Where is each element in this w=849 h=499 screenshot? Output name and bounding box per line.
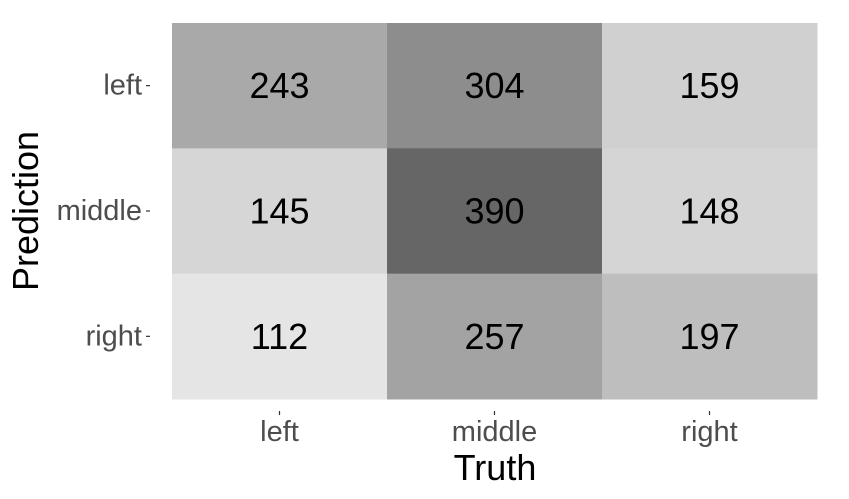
heatmap-cell (172, 273, 388, 400)
cell-value-label: 304 (464, 65, 524, 106)
heatmap-cell (602, 23, 818, 149)
x-axis: left middle right (260, 411, 738, 448)
heatmap-cell (602, 273, 818, 400)
cell-value-label: 390 (464, 191, 524, 232)
x-tick-label: left (260, 416, 299, 448)
heatmap-cell (387, 23, 603, 149)
cell-value-label: 145 (249, 191, 309, 232)
x-tick-label: middle (452, 416, 537, 448)
x-tick-label: right (681, 416, 737, 448)
cell-value-label: 159 (679, 65, 739, 106)
heatmap-cell (172, 148, 388, 275)
y-tick-label: middle (57, 195, 142, 227)
heatmap-cells (172, 23, 818, 400)
cell-value-label: 257 (464, 316, 524, 357)
x-axis-title: Truth (454, 447, 537, 488)
y-axis: left middle right (57, 70, 150, 352)
cell-value-label: 148 (679, 191, 739, 232)
y-tick-label: right (86, 320, 142, 352)
heatmap-cell (172, 23, 388, 149)
heatmap-cell (602, 148, 818, 275)
cell-value-label: 243 (249, 65, 309, 106)
heatmap-cell-labels: 243 304 159 145 390 148 112 257 197 (249, 65, 739, 357)
heatmap-cell (387, 273, 603, 400)
cell-value-label: 112 (251, 316, 308, 357)
cell-value-label: 197 (679, 316, 739, 357)
y-tick-label: left (103, 70, 142, 102)
heatmap-cell (387, 148, 603, 275)
y-axis-title: Prediction (5, 131, 46, 291)
